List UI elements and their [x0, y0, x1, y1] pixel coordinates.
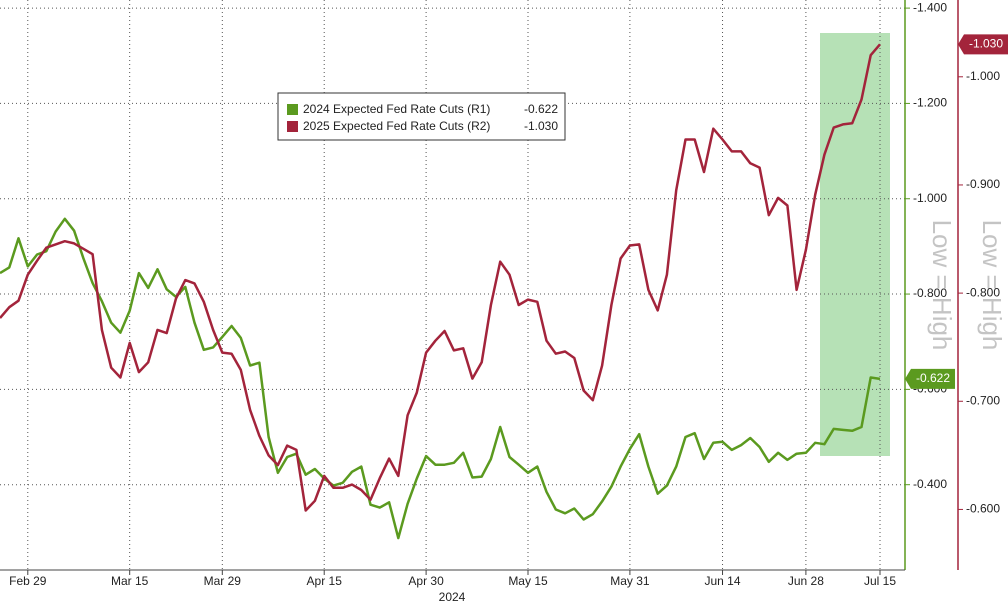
end-label-box — [958, 34, 1008, 55]
annotation: Low = High — [977, 220, 1007, 351]
y2-tick-label: -0.600 — [966, 502, 1000, 516]
end-label: -1.030 — [969, 37, 1003, 51]
legend-value: -1.030 — [524, 119, 558, 133]
legend-box — [277, 92, 566, 141]
y2-tick-label: -1.000 — [966, 69, 1000, 83]
end-label-box — [905, 368, 955, 389]
y2-tick-label: -0.900 — [966, 177, 1000, 191]
legend-label: 2025 Expected Fed Rate Cuts (R2) — [303, 119, 490, 133]
legend-label: 2024 Expected Fed Rate Cuts (R1) — [303, 102, 490, 116]
y-tick-label: -1.200 — [913, 96, 947, 110]
y-tick-label: -0.800 — [913, 286, 947, 300]
series-line — [0, 217, 881, 540]
y-tick-label: -0.400 — [913, 477, 947, 491]
x-tick-label: May 31 — [610, 574, 650, 588]
legend-swatch — [287, 104, 298, 115]
x-tick-label: Mar 15 — [111, 574, 149, 588]
legend-swatch — [287, 121, 298, 132]
annotation: Low = High — [927, 220, 957, 351]
series-line — [0, 43, 881, 512]
x-tick-label: Jun 14 — [705, 574, 741, 588]
x-tick-label: Jul 15 — [864, 574, 896, 588]
y2-tick-label: -0.700 — [966, 393, 1000, 407]
y-tick-label: -1.000 — [913, 191, 947, 205]
x-tick-label: Mar 29 — [204, 574, 242, 588]
end-label: -0.622 — [916, 371, 950, 385]
x-tick-label: Jun 28 — [788, 574, 824, 588]
y-tick-label: -1.400 — [913, 0, 947, 14]
x-axis-label: 2024 — [439, 590, 466, 604]
x-tick-label: Feb 29 — [9, 574, 47, 588]
legend: 2024 Expected Fed Rate Cuts (R1) -0.622 20… — [277, 92, 566, 141]
x-tick-label: Apr 15 — [307, 574, 343, 588]
highlight-region — [820, 33, 890, 456]
x-tick-label: May 15 — [508, 574, 548, 588]
y2-tick-label: -0.800 — [966, 285, 1000, 299]
legend-value: -0.622 — [524, 102, 558, 116]
x-tick-label: Apr 30 — [408, 574, 444, 588]
